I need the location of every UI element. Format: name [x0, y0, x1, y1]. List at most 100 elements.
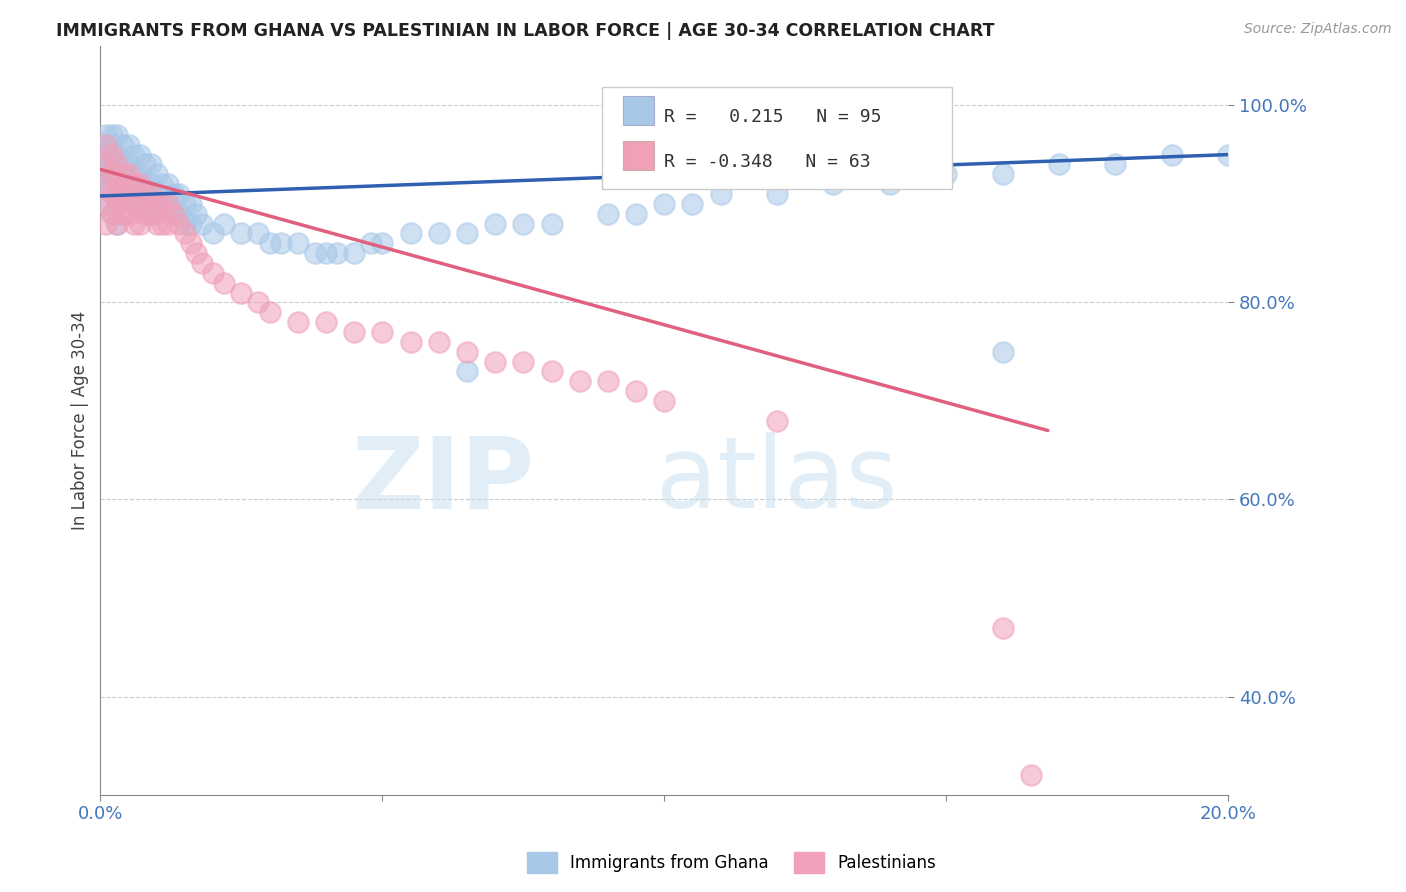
Point — [935, 167, 957, 181]
Point — [134, 177, 156, 191]
Point — [157, 197, 180, 211]
Point — [122, 217, 145, 231]
Point — [145, 197, 167, 211]
Point — [163, 187, 186, 202]
Point — [682, 197, 704, 211]
Point — [991, 344, 1014, 359]
Point — [163, 207, 186, 221]
Point — [484, 217, 506, 231]
Point — [134, 197, 156, 211]
Point — [105, 147, 128, 161]
Point — [1019, 768, 1042, 782]
Point — [456, 227, 478, 241]
Point — [100, 137, 122, 152]
Point — [180, 197, 202, 211]
Point — [1104, 157, 1126, 171]
Point — [186, 246, 208, 260]
Point — [991, 167, 1014, 181]
Point — [134, 207, 156, 221]
Point — [128, 177, 150, 191]
Point — [180, 236, 202, 251]
Text: R =   0.215   N = 95: R = 0.215 N = 95 — [664, 108, 882, 127]
Point — [766, 187, 789, 202]
Point — [117, 137, 139, 152]
Legend: Immigrants from Ghana, Palestinians: Immigrants from Ghana, Palestinians — [520, 846, 942, 880]
Point — [174, 217, 197, 231]
Point — [596, 207, 619, 221]
Point — [371, 325, 394, 339]
Point — [100, 128, 122, 142]
Point — [174, 197, 197, 211]
Point — [202, 266, 225, 280]
Point — [150, 177, 173, 191]
Bar — [623, 96, 654, 125]
Point — [484, 354, 506, 368]
Point — [105, 128, 128, 142]
Bar — [623, 141, 654, 169]
Point — [139, 177, 162, 191]
Point — [94, 217, 117, 231]
Point — [202, 227, 225, 241]
Point — [427, 334, 450, 349]
Point — [100, 167, 122, 181]
Point — [169, 217, 191, 231]
Point — [145, 187, 167, 202]
Point — [122, 177, 145, 191]
Point — [111, 207, 134, 221]
Point — [139, 157, 162, 171]
Point — [823, 177, 845, 191]
Point — [94, 167, 117, 181]
Point — [139, 207, 162, 221]
Point — [94, 177, 117, 191]
Point — [186, 207, 208, 221]
Point — [117, 167, 139, 181]
Point — [111, 137, 134, 152]
Point — [128, 197, 150, 211]
Point — [111, 177, 134, 191]
Point — [100, 207, 122, 221]
Point — [105, 217, 128, 231]
Point — [150, 197, 173, 211]
Point — [343, 325, 366, 339]
Point — [100, 207, 122, 221]
Point — [105, 157, 128, 171]
Point — [94, 147, 117, 161]
Point — [1218, 147, 1240, 161]
Point — [399, 334, 422, 349]
Point — [169, 207, 191, 221]
Text: Source: ZipAtlas.com: Source: ZipAtlas.com — [1244, 22, 1392, 37]
Text: atlas: atlas — [657, 432, 898, 529]
Point — [111, 187, 134, 202]
Point — [145, 217, 167, 231]
Point — [456, 364, 478, 378]
Point — [105, 217, 128, 231]
Text: IMMIGRANTS FROM GHANA VS PALESTINIAN IN LABOR FORCE | AGE 30-34 CORRELATION CHAR: IMMIGRANTS FROM GHANA VS PALESTINIAN IN … — [56, 22, 994, 40]
Point — [247, 227, 270, 241]
Point — [231, 227, 253, 241]
Point — [117, 207, 139, 221]
Point — [139, 207, 162, 221]
Point — [214, 217, 236, 231]
Point — [94, 128, 117, 142]
Point — [540, 364, 562, 378]
Point — [134, 157, 156, 171]
Point — [145, 207, 167, 221]
Point — [214, 276, 236, 290]
Point — [128, 197, 150, 211]
Y-axis label: In Labor Force | Age 30-34: In Labor Force | Age 30-34 — [72, 311, 89, 530]
Point — [1047, 157, 1070, 171]
Point — [1160, 147, 1182, 161]
Point — [231, 285, 253, 300]
Point — [174, 227, 197, 241]
Point — [596, 374, 619, 388]
Point — [157, 217, 180, 231]
Point — [169, 187, 191, 202]
Point — [122, 197, 145, 211]
Point — [652, 393, 675, 408]
Point — [94, 137, 117, 152]
Point — [624, 384, 647, 398]
Point — [512, 354, 534, 368]
Point — [128, 187, 150, 202]
Point — [122, 147, 145, 161]
Point — [150, 197, 173, 211]
